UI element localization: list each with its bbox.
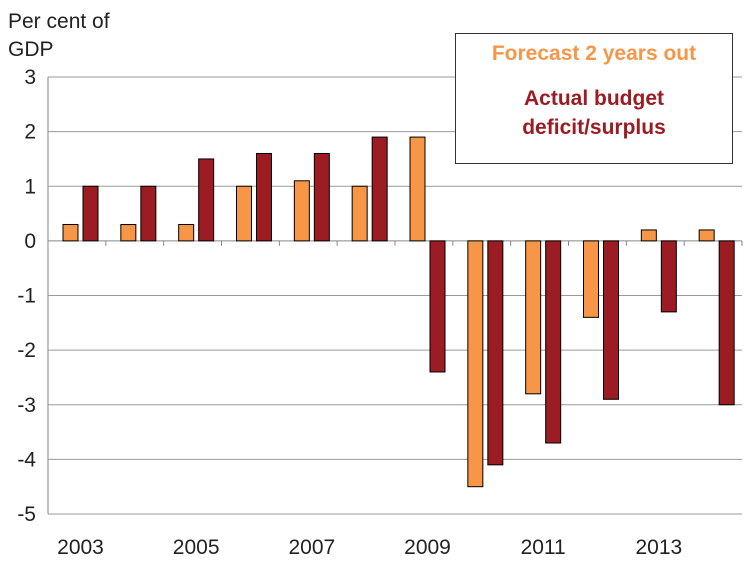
y-tick-label: -1 <box>17 285 36 308</box>
y-tick-label: 0 <box>24 230 36 253</box>
bar-actual-2006 <box>256 152 272 242</box>
y-tick-label: -3 <box>17 394 36 417</box>
x-tick-label: 2009 <box>404 536 451 559</box>
x-tick-label: 2013 <box>635 536 682 559</box>
legend: Forecast 2 years out Actual budget defici… <box>455 33 733 164</box>
bar-actual-2007 <box>313 152 330 242</box>
bar-actual-2008 <box>371 136 388 242</box>
bar-forecast-2004 <box>120 223 137 242</box>
y-tick-label: 1 <box>24 175 36 198</box>
bar-actual-2010 <box>487 240 504 466</box>
x-tick-label: 2003 <box>57 536 104 559</box>
y-axis-title: Per cent of GDP <box>8 10 110 61</box>
bar-forecast-2011 <box>525 240 542 395</box>
y-tick-label: -2 <box>17 339 36 362</box>
bar-actual-2009 <box>429 240 446 373</box>
y-tick-label: 3 <box>24 66 36 89</box>
bar-forecast-2003 <box>62 223 79 242</box>
bar-actual-2013 <box>660 240 677 313</box>
y-tick-label: 2 <box>24 121 36 144</box>
x-tick-label: 2011 <box>521 536 566 559</box>
bar-actual-2011 <box>545 240 562 444</box>
bar-forecast-2008 <box>351 185 368 242</box>
bar-forecast-2010 <box>467 240 484 488</box>
x-tick-label: 2005 <box>173 536 220 559</box>
legend-entry-forecast: Forecast 2 years out <box>491 42 697 65</box>
bar-actual-2003 <box>82 185 99 242</box>
y-tick-label: -5 <box>17 503 36 526</box>
bar-actual-2004 <box>140 185 157 242</box>
x-axis-ticks: 2003 2005 2007 2009 2011 2013 <box>57 536 682 559</box>
y-axis-ticks: 3 2 1 0 -1 -2 -3 -4 -5 <box>17 66 36 526</box>
bar-actual-2012 <box>603 240 619 400</box>
x-tick-label: 2007 <box>288 536 335 559</box>
bar-forecast-2006 <box>236 185 252 242</box>
bar-forecast-2005 <box>178 223 195 242</box>
bar-forecast-2009 <box>409 136 426 242</box>
bar-forecast-2014 <box>698 229 715 242</box>
bars <box>62 136 735 488</box>
bar-forecast-2007 <box>293 180 310 242</box>
bar-forecast-2013 <box>640 229 657 242</box>
y-tick-label: -4 <box>17 448 36 471</box>
bar-forecast-2012 <box>583 240 599 318</box>
legend-entry-actual: Actual budget deficit/surplus <box>522 87 666 139</box>
bar-actual-2005 <box>198 158 215 242</box>
bar-actual-2014 <box>718 240 735 406</box>
